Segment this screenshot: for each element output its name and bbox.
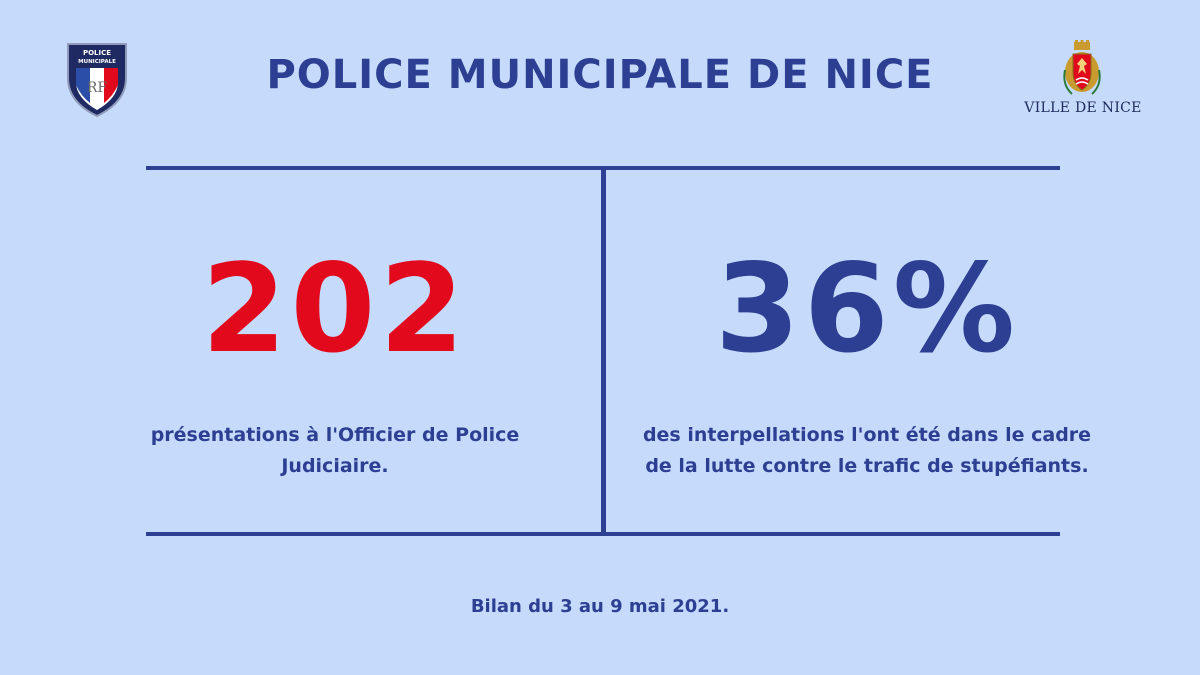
ville-de-nice-label: VILLE DE NICE <box>1024 100 1142 116</box>
stat-description-interpellations: des interpellations l'ont été dans le ca… <box>642 424 1092 477</box>
ville-de-nice-coat-of-arms-icon <box>1022 40 1142 124</box>
stat-value-interpellations: 36% <box>714 238 1019 380</box>
svg-text:POLICE: POLICE <box>83 49 111 57</box>
stat-value-presentations: 202 <box>201 238 469 380</box>
footer-period: Bilan du 3 au 9 mai 2021. <box>470 596 730 617</box>
police-municipale-shield-icon: POLICE MUNICIPALE RF <box>64 40 130 118</box>
svg-text:RF: RF <box>87 80 108 96</box>
center-divider <box>601 168 606 534</box>
stat-panel-interpellations: 36% des interpellations l'ont été dans l… <box>642 170 1092 532</box>
page-title: POLICE MUNICIPALE DE NICE <box>266 52 934 98</box>
stat-description-presentations: présentations à l'Officier de Police Jud… <box>150 424 520 477</box>
bottom-divider <box>146 532 1060 536</box>
stat-panel-presentations: 202 présentations à l'Officier de Police… <box>110 170 560 532</box>
svg-text:MUNICIPALE: MUNICIPALE <box>78 59 116 65</box>
